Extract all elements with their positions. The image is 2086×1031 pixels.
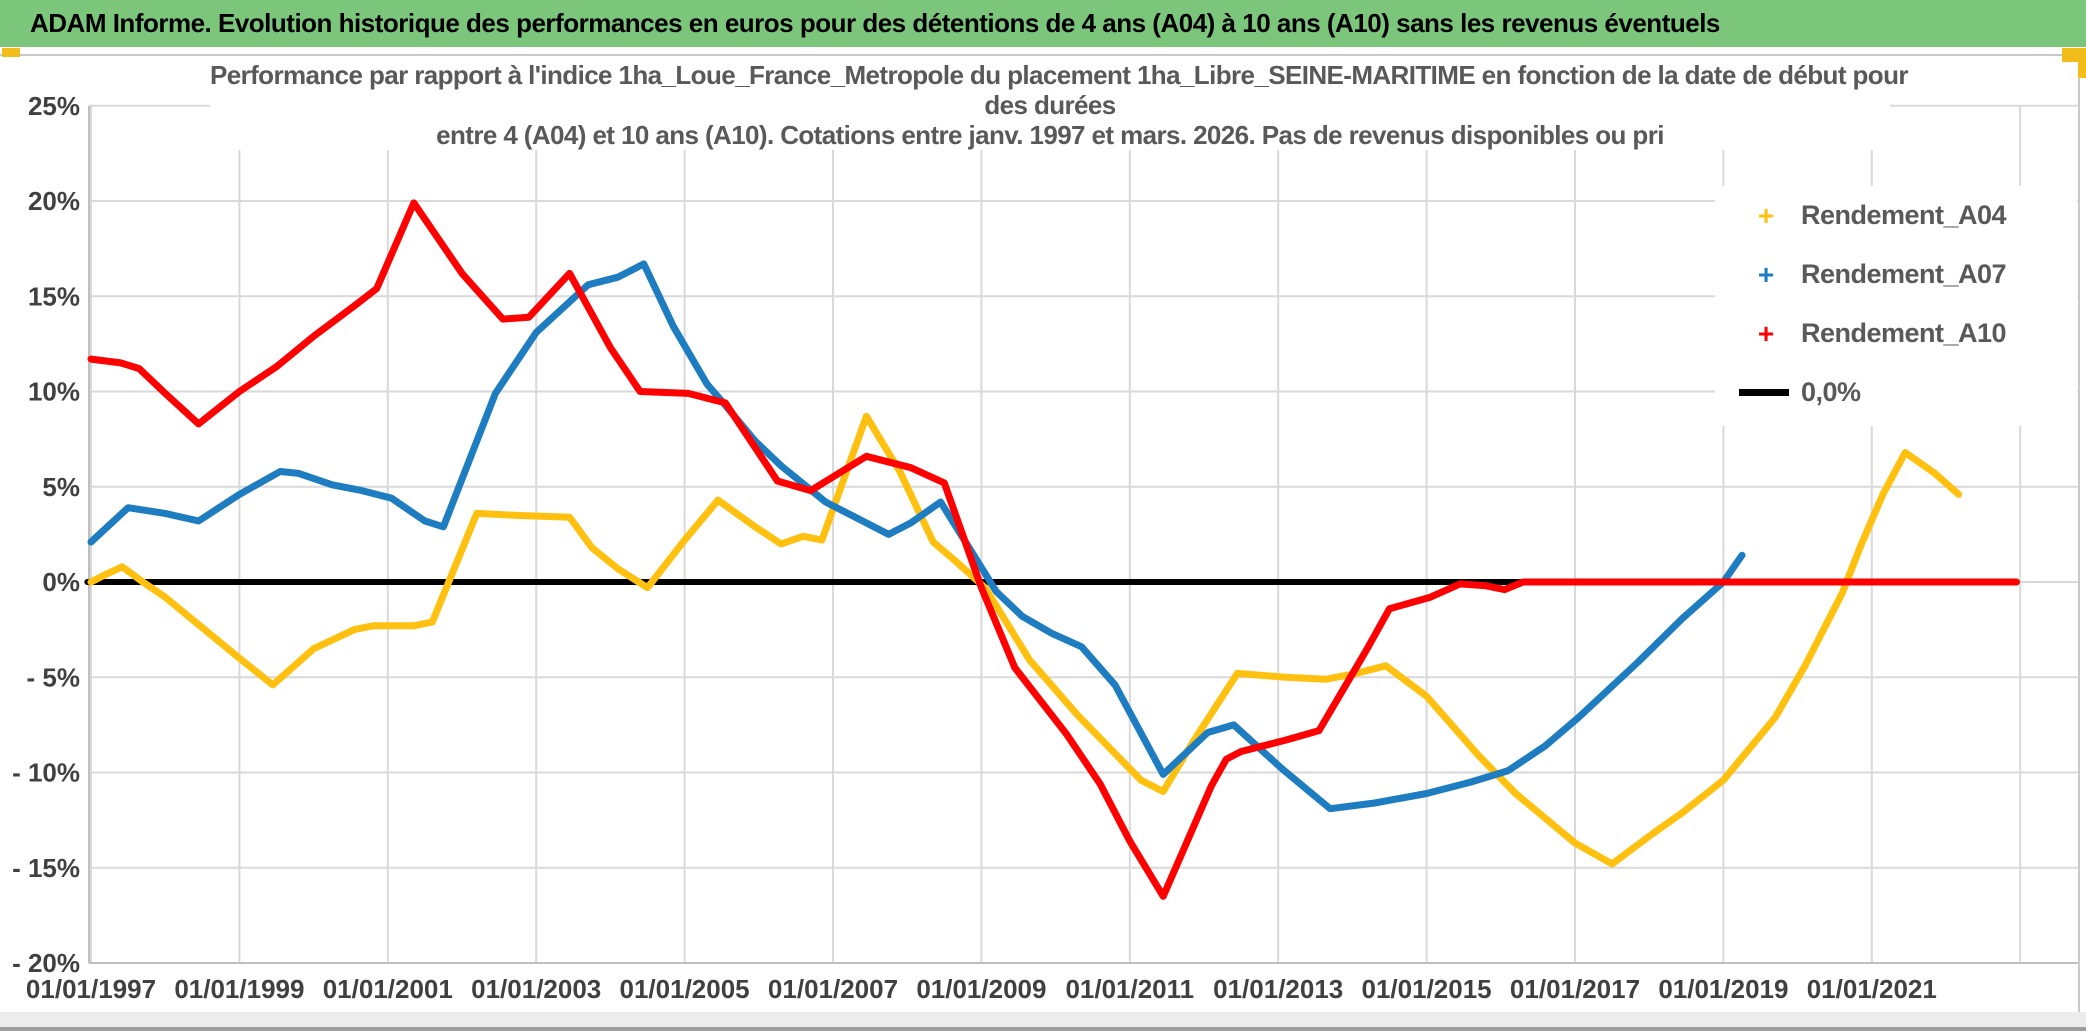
plus-marker-icon: + bbox=[1757, 317, 1775, 349]
series-line-rendement-a07[interactable] bbox=[87, 260, 1746, 813]
x-tick-label: 01/01/2015 bbox=[1362, 974, 1492, 1004]
x-tick-label: 01/01/1997 bbox=[26, 974, 156, 1004]
series-line-rendement-a10[interactable] bbox=[87, 199, 2020, 900]
legend-label: Rendement_A04 bbox=[1801, 200, 2007, 230]
y-tick-label: - 10% bbox=[12, 758, 80, 788]
chart-title-line-1: Performance par rapport à l'indice 1ha_L… bbox=[210, 60, 1908, 90]
app-title-bar: ADAM Informe. Evolution historique des p… bbox=[0, 0, 2086, 47]
x-tick-label: 01/01/2001 bbox=[323, 974, 453, 1004]
bottom-scroll-strip[interactable] bbox=[0, 1012, 2086, 1031]
chart-title-line-2: des durées bbox=[984, 90, 1116, 120]
y-tick-label: 10% bbox=[28, 377, 80, 407]
y-tick-label: - 5% bbox=[27, 662, 80, 692]
legend-item-zero-line[interactable]: 0,0% bbox=[1715, 363, 2077, 422]
selection-handle-top-right[interactable] bbox=[2062, 48, 2086, 62]
chart-legend: + Rendement_A04 + Rendement_A07 + Rendem… bbox=[1715, 186, 2077, 426]
x-tick-label: 01/01/2019 bbox=[1658, 974, 1788, 1004]
legend-item-rendement-a10[interactable]: + Rendement_A10 bbox=[1715, 304, 2077, 363]
y-tick-label: - 15% bbox=[12, 853, 80, 883]
x-tick-label: 01/01/1999 bbox=[174, 974, 304, 1004]
x-tick-label: 01/01/2021 bbox=[1807, 974, 1937, 1004]
plus-marker-icon: + bbox=[1757, 199, 1775, 231]
chart-frame-top-border bbox=[0, 54, 2062, 56]
zero-line-swatch-icon bbox=[1739, 389, 1789, 396]
y-tick-label: 0% bbox=[42, 567, 80, 597]
y-tick-label: 15% bbox=[28, 281, 80, 311]
y-tick-label: 25% bbox=[28, 91, 80, 121]
chart-title-line-3: entre 4 (A04) et 10 ans (A10). Cotations… bbox=[436, 120, 1664, 150]
legend-item-rendement-a07[interactable]: + Rendement_A07 bbox=[1715, 245, 2077, 304]
y-tick-label: 20% bbox=[28, 186, 80, 216]
plus-marker-icon: + bbox=[1757, 258, 1775, 290]
legend-label: 0,0% bbox=[1801, 377, 1861, 407]
selection-handle-top-left[interactable] bbox=[2, 48, 20, 57]
series-line-rendement-a04[interactable] bbox=[87, 412, 1963, 868]
x-tick-label: 01/01/2003 bbox=[471, 974, 601, 1004]
legend-label: Rendement_A10 bbox=[1801, 318, 2007, 348]
x-tick-label: 01/01/2009 bbox=[916, 974, 1046, 1004]
x-tick-label: 01/01/2011 bbox=[1065, 974, 1194, 1004]
y-tick-label: 5% bbox=[42, 472, 80, 502]
x-tick-label: 01/01/2005 bbox=[620, 974, 750, 1004]
selection-handle-top-right-side[interactable] bbox=[2078, 62, 2086, 78]
legend-label: Rendement_A07 bbox=[1801, 259, 2007, 289]
x-tick-label: 01/01/2017 bbox=[1510, 974, 1640, 1004]
chart-title: Performance par rapport à l'indice 1ha_L… bbox=[210, 60, 1908, 150]
app-title: ADAM Informe. Evolution historique des p… bbox=[30, 8, 1720, 38]
x-tick-label: 01/01/2013 bbox=[1213, 974, 1343, 1004]
legend-item-rendement-a04[interactable]: + Rendement_A04 bbox=[1715, 186, 2077, 245]
x-tick-label: 01/01/2007 bbox=[768, 974, 898, 1004]
y-tick-label: - 20% bbox=[12, 948, 80, 978]
chart-frame-right-border bbox=[2078, 54, 2080, 1012]
